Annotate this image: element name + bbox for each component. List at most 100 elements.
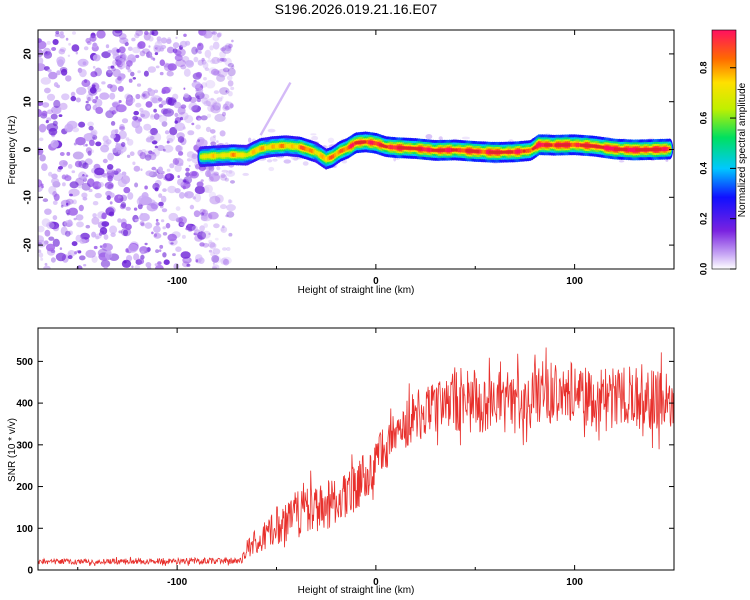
ridge-segment xyxy=(305,146,308,152)
noise-blob xyxy=(52,238,60,247)
noise-blob xyxy=(71,170,76,174)
noise-blob xyxy=(153,113,160,120)
noise-blob xyxy=(63,220,74,227)
noise-blob xyxy=(199,225,205,232)
noise-blob xyxy=(72,31,76,35)
ridge-halo-blob xyxy=(221,169,229,173)
noise-blob xyxy=(121,59,125,63)
noise-blob xyxy=(198,117,201,121)
noise-blob xyxy=(155,249,160,254)
noise-blob xyxy=(202,230,211,239)
noise-blob xyxy=(178,192,185,199)
noise-blob xyxy=(213,90,219,94)
noise-blob xyxy=(105,139,112,145)
ridge-halo-blob xyxy=(461,136,471,140)
ridge-segment xyxy=(611,146,614,151)
ridge-halo-blob xyxy=(268,166,275,172)
ridge-segment xyxy=(457,148,460,153)
noise-blob xyxy=(78,204,84,212)
ridge-segment xyxy=(282,143,285,149)
ridge-segment xyxy=(278,143,281,149)
noise-blob xyxy=(209,30,217,37)
ridge-segment xyxy=(337,150,340,155)
noise-blob xyxy=(114,30,122,34)
noise-blob xyxy=(208,176,214,182)
noise-blob xyxy=(152,148,161,157)
noise-blob xyxy=(112,53,121,60)
noise-blob xyxy=(230,86,235,91)
noise-blob xyxy=(202,242,209,248)
ridge-segment xyxy=(257,147,260,152)
noise-blob xyxy=(81,79,91,87)
noise-blob xyxy=(81,182,91,191)
noise-blob xyxy=(210,129,216,134)
noise-blob xyxy=(145,262,152,268)
noise-blob xyxy=(106,195,111,201)
noise-blob xyxy=(101,243,113,252)
noise-blob xyxy=(145,170,154,177)
ridge-segment xyxy=(366,139,369,145)
noise-blob xyxy=(68,207,78,216)
noise-blob xyxy=(153,132,162,142)
noise-blob xyxy=(140,222,145,227)
noise-blob xyxy=(92,98,97,104)
noise-blob xyxy=(151,97,158,104)
colorbar-label: Normalized spectral amplitude xyxy=(737,82,748,217)
spectrogram-xtick-label: -100 xyxy=(167,276,187,287)
noise-blob xyxy=(187,223,191,227)
ridge-segment xyxy=(258,146,262,151)
ridge-peak xyxy=(510,150,514,154)
noise-blob xyxy=(154,145,158,149)
noise-blob xyxy=(89,86,97,94)
noise-blob xyxy=(69,181,79,189)
ridge-segment xyxy=(630,147,634,153)
noise-blob xyxy=(228,170,233,174)
noise-blob xyxy=(196,138,208,148)
noise-blob xyxy=(115,168,122,173)
noise-blob xyxy=(203,77,207,81)
noise-blob xyxy=(216,74,226,82)
noise-blob xyxy=(212,35,220,42)
colorbar-tick-label: 0.4 xyxy=(698,162,708,175)
ridge-segment xyxy=(253,149,256,154)
noise-blob xyxy=(200,212,205,216)
ridge-segment xyxy=(627,147,630,152)
noise-blob xyxy=(78,160,87,169)
ridge-segment xyxy=(520,149,523,154)
noise-blob xyxy=(222,104,230,112)
noise-blob xyxy=(52,215,58,221)
noise-blob xyxy=(144,30,149,36)
ridge-halo-blob xyxy=(266,159,273,163)
noise-blob xyxy=(107,83,113,89)
noise-blob xyxy=(175,145,182,152)
noise-blob xyxy=(197,231,207,240)
noise-blob xyxy=(100,259,111,268)
spectrogram-content xyxy=(38,30,674,269)
noise-blob xyxy=(207,59,212,63)
noise-blob xyxy=(61,93,70,101)
noise-blob xyxy=(140,92,148,100)
noise-blob xyxy=(210,105,221,114)
noise-blob xyxy=(38,48,44,58)
noise-blob xyxy=(189,204,195,210)
noise-blob xyxy=(111,67,116,72)
ridge-segment xyxy=(328,155,331,161)
spectrogram-xtick-label: 0 xyxy=(373,276,379,287)
noise-blob xyxy=(213,135,217,138)
ridge-segment xyxy=(271,144,274,149)
noise-blob xyxy=(80,232,90,240)
noise-blob xyxy=(85,147,92,154)
noise-blob xyxy=(161,195,167,203)
ridge-segment xyxy=(244,153,247,158)
noise-blob xyxy=(183,33,187,37)
ridge-segment xyxy=(339,149,342,154)
noise-blob xyxy=(47,69,52,73)
noise-blob xyxy=(208,241,216,248)
noise-blob xyxy=(70,91,76,97)
noise-blob xyxy=(158,103,164,108)
noise-blob xyxy=(185,59,194,66)
noise-blob xyxy=(205,126,211,133)
ridge-segment xyxy=(232,152,235,157)
noise-blob xyxy=(41,163,48,172)
noise-blob xyxy=(195,124,201,130)
